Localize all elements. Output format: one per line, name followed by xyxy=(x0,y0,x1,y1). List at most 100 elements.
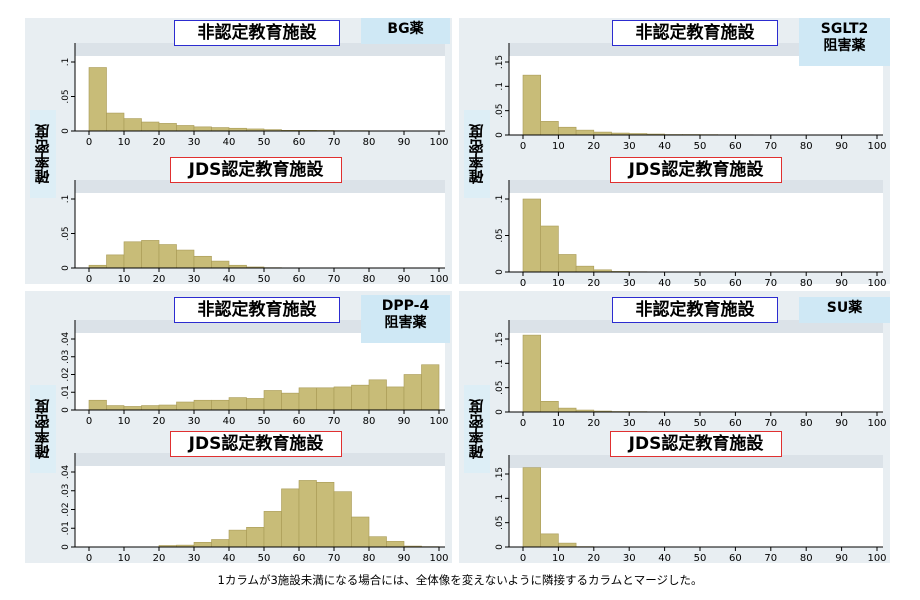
y-tick-label: .05 xyxy=(61,226,71,240)
x-tick-label: 0 xyxy=(86,137,92,148)
x-tick-label: 10 xyxy=(552,553,565,564)
subplot-title: 非認定教育施設 xyxy=(612,297,778,323)
x-tick-label: 50 xyxy=(258,137,271,148)
histogram-bar xyxy=(281,488,300,548)
x-tick-label: 90 xyxy=(835,278,848,289)
x-tick-label: 50 xyxy=(694,278,707,289)
x-tick-label: 90 xyxy=(835,553,848,564)
histogram-bar xyxy=(176,125,195,132)
histogram-bar xyxy=(298,387,317,411)
histogram-bar xyxy=(333,491,352,548)
y-tick-label: 0 xyxy=(495,132,505,138)
x-tick-label: 80 xyxy=(800,141,813,152)
x-tick-label: 90 xyxy=(398,137,411,148)
subplot-title: JDS認定教育施設 xyxy=(610,431,782,457)
histogram-bar xyxy=(88,399,107,411)
histogram-bar xyxy=(522,74,542,136)
title-strip xyxy=(509,455,883,468)
x-tick-label: 20 xyxy=(587,553,600,564)
x-tick-label: 60 xyxy=(293,553,306,564)
histogram-bar xyxy=(281,392,300,411)
x-tick-label: 10 xyxy=(552,141,565,152)
histogram-bar xyxy=(228,529,247,548)
histogram-bar xyxy=(298,480,317,548)
histogram-bar xyxy=(211,260,230,269)
x-tick-label: 60 xyxy=(729,141,742,152)
histogram-svg: 0 10 20 30 40 50 60 70 80 90 100 0 .05 .1 xyxy=(61,180,449,285)
histogram-bar xyxy=(193,542,212,548)
x-tick-label: 50 xyxy=(258,416,271,427)
x-tick-label: 60 xyxy=(729,278,742,289)
y-tick-label: 0 xyxy=(495,269,505,275)
histogram-bar xyxy=(141,121,160,132)
histogram-bar xyxy=(141,405,160,411)
x-tick-label: 30 xyxy=(188,553,201,564)
x-tick-label: 80 xyxy=(800,553,813,564)
x-tick-label: 90 xyxy=(835,418,848,429)
x-tick-label: 20 xyxy=(153,553,166,564)
histogram-bar xyxy=(211,127,230,132)
histogram-plot: 0 10 20 30 40 50 60 70 80 90 100 0 .05 .1 .15 xyxy=(495,320,887,434)
x-tick-label: 60 xyxy=(293,274,306,285)
histogram-bar xyxy=(211,399,230,411)
histogram-bar xyxy=(333,386,352,411)
x-tick-label: 0 xyxy=(520,141,526,152)
x-tick-label: 40 xyxy=(223,553,236,564)
histogram-bar xyxy=(193,126,212,132)
x-tick-label: 100 xyxy=(867,278,886,289)
histogram-bar xyxy=(386,541,405,548)
x-tick-label: 30 xyxy=(188,137,201,148)
title-strip xyxy=(509,180,883,193)
title-strip xyxy=(509,320,883,333)
x-tick-label: 10 xyxy=(552,418,565,429)
x-tick-label: 60 xyxy=(729,418,742,429)
y-tick-label: .05 xyxy=(61,89,71,103)
x-tick-label: 80 xyxy=(800,418,813,429)
x-tick-label: 40 xyxy=(658,418,671,429)
histogram-plot: 0 10 20 30 40 50 60 70 80 90 100 0 .05 .1 xyxy=(495,180,887,294)
x-tick-label: 60 xyxy=(293,416,306,427)
x-tick-label: 80 xyxy=(800,278,813,289)
x-tick-label: 40 xyxy=(223,274,236,285)
histogram-bar xyxy=(263,511,282,548)
x-tick-label: 80 xyxy=(363,553,376,564)
y-tick-label: .1 xyxy=(61,58,71,67)
drug-label: SU薬 xyxy=(799,297,890,323)
x-tick-label: 10 xyxy=(118,274,131,285)
x-tick-label: 90 xyxy=(398,553,411,564)
x-tick-label: 20 xyxy=(153,416,166,427)
y-tick-label: 0 xyxy=(495,544,505,550)
subplot-title: JDS認定教育施設 xyxy=(610,157,782,183)
histogram-bar xyxy=(158,404,177,411)
histogram-bar xyxy=(106,254,125,269)
y-tick-label: .01 xyxy=(61,385,71,399)
histogram-plot: 0 10 20 30 40 50 60 70 80 90 100 0 .01 .02 .03 .04 xyxy=(61,453,449,569)
histogram-bar xyxy=(246,398,265,411)
x-tick-label: 10 xyxy=(118,137,131,148)
x-tick-label: 80 xyxy=(363,137,376,148)
x-tick-label: 70 xyxy=(764,278,777,289)
x-tick-label: 50 xyxy=(258,553,271,564)
histogram-bar xyxy=(158,123,177,132)
histogram-bar xyxy=(246,527,265,548)
histogram-bar xyxy=(316,482,335,548)
y-tick-label: .01 xyxy=(61,521,71,535)
y-tick-label: .03 xyxy=(61,484,71,498)
x-tick-label: 30 xyxy=(623,278,636,289)
footnote: 1カラムが3施設未満になる場合には、全体像を変えないように隣接するカラムとマージ… xyxy=(217,573,703,587)
x-tick-label: 50 xyxy=(694,553,707,564)
x-tick-label: 40 xyxy=(223,416,236,427)
subplot-title: 非認定教育施設 xyxy=(612,20,778,46)
y-tick-label: .04 xyxy=(61,465,71,480)
histogram-plot: 0 10 20 30 40 50 60 70 80 90 100 0 .05 .1 .15 xyxy=(495,43,887,157)
x-tick-label: 100 xyxy=(429,416,448,427)
x-tick-label: 70 xyxy=(328,137,341,148)
histogram-plot: 0 10 20 30 40 50 60 70 80 90 100 0 .05 .1 .15 xyxy=(495,455,887,569)
histogram-bar xyxy=(386,386,405,411)
histogram-bar xyxy=(351,384,370,411)
subplot-title: 非認定教育施設 xyxy=(174,20,340,46)
x-tick-label: 100 xyxy=(429,137,448,148)
y-tick-label: .1 xyxy=(495,359,505,368)
x-tick-label: 50 xyxy=(258,274,271,285)
x-tick-label: 60 xyxy=(293,137,306,148)
